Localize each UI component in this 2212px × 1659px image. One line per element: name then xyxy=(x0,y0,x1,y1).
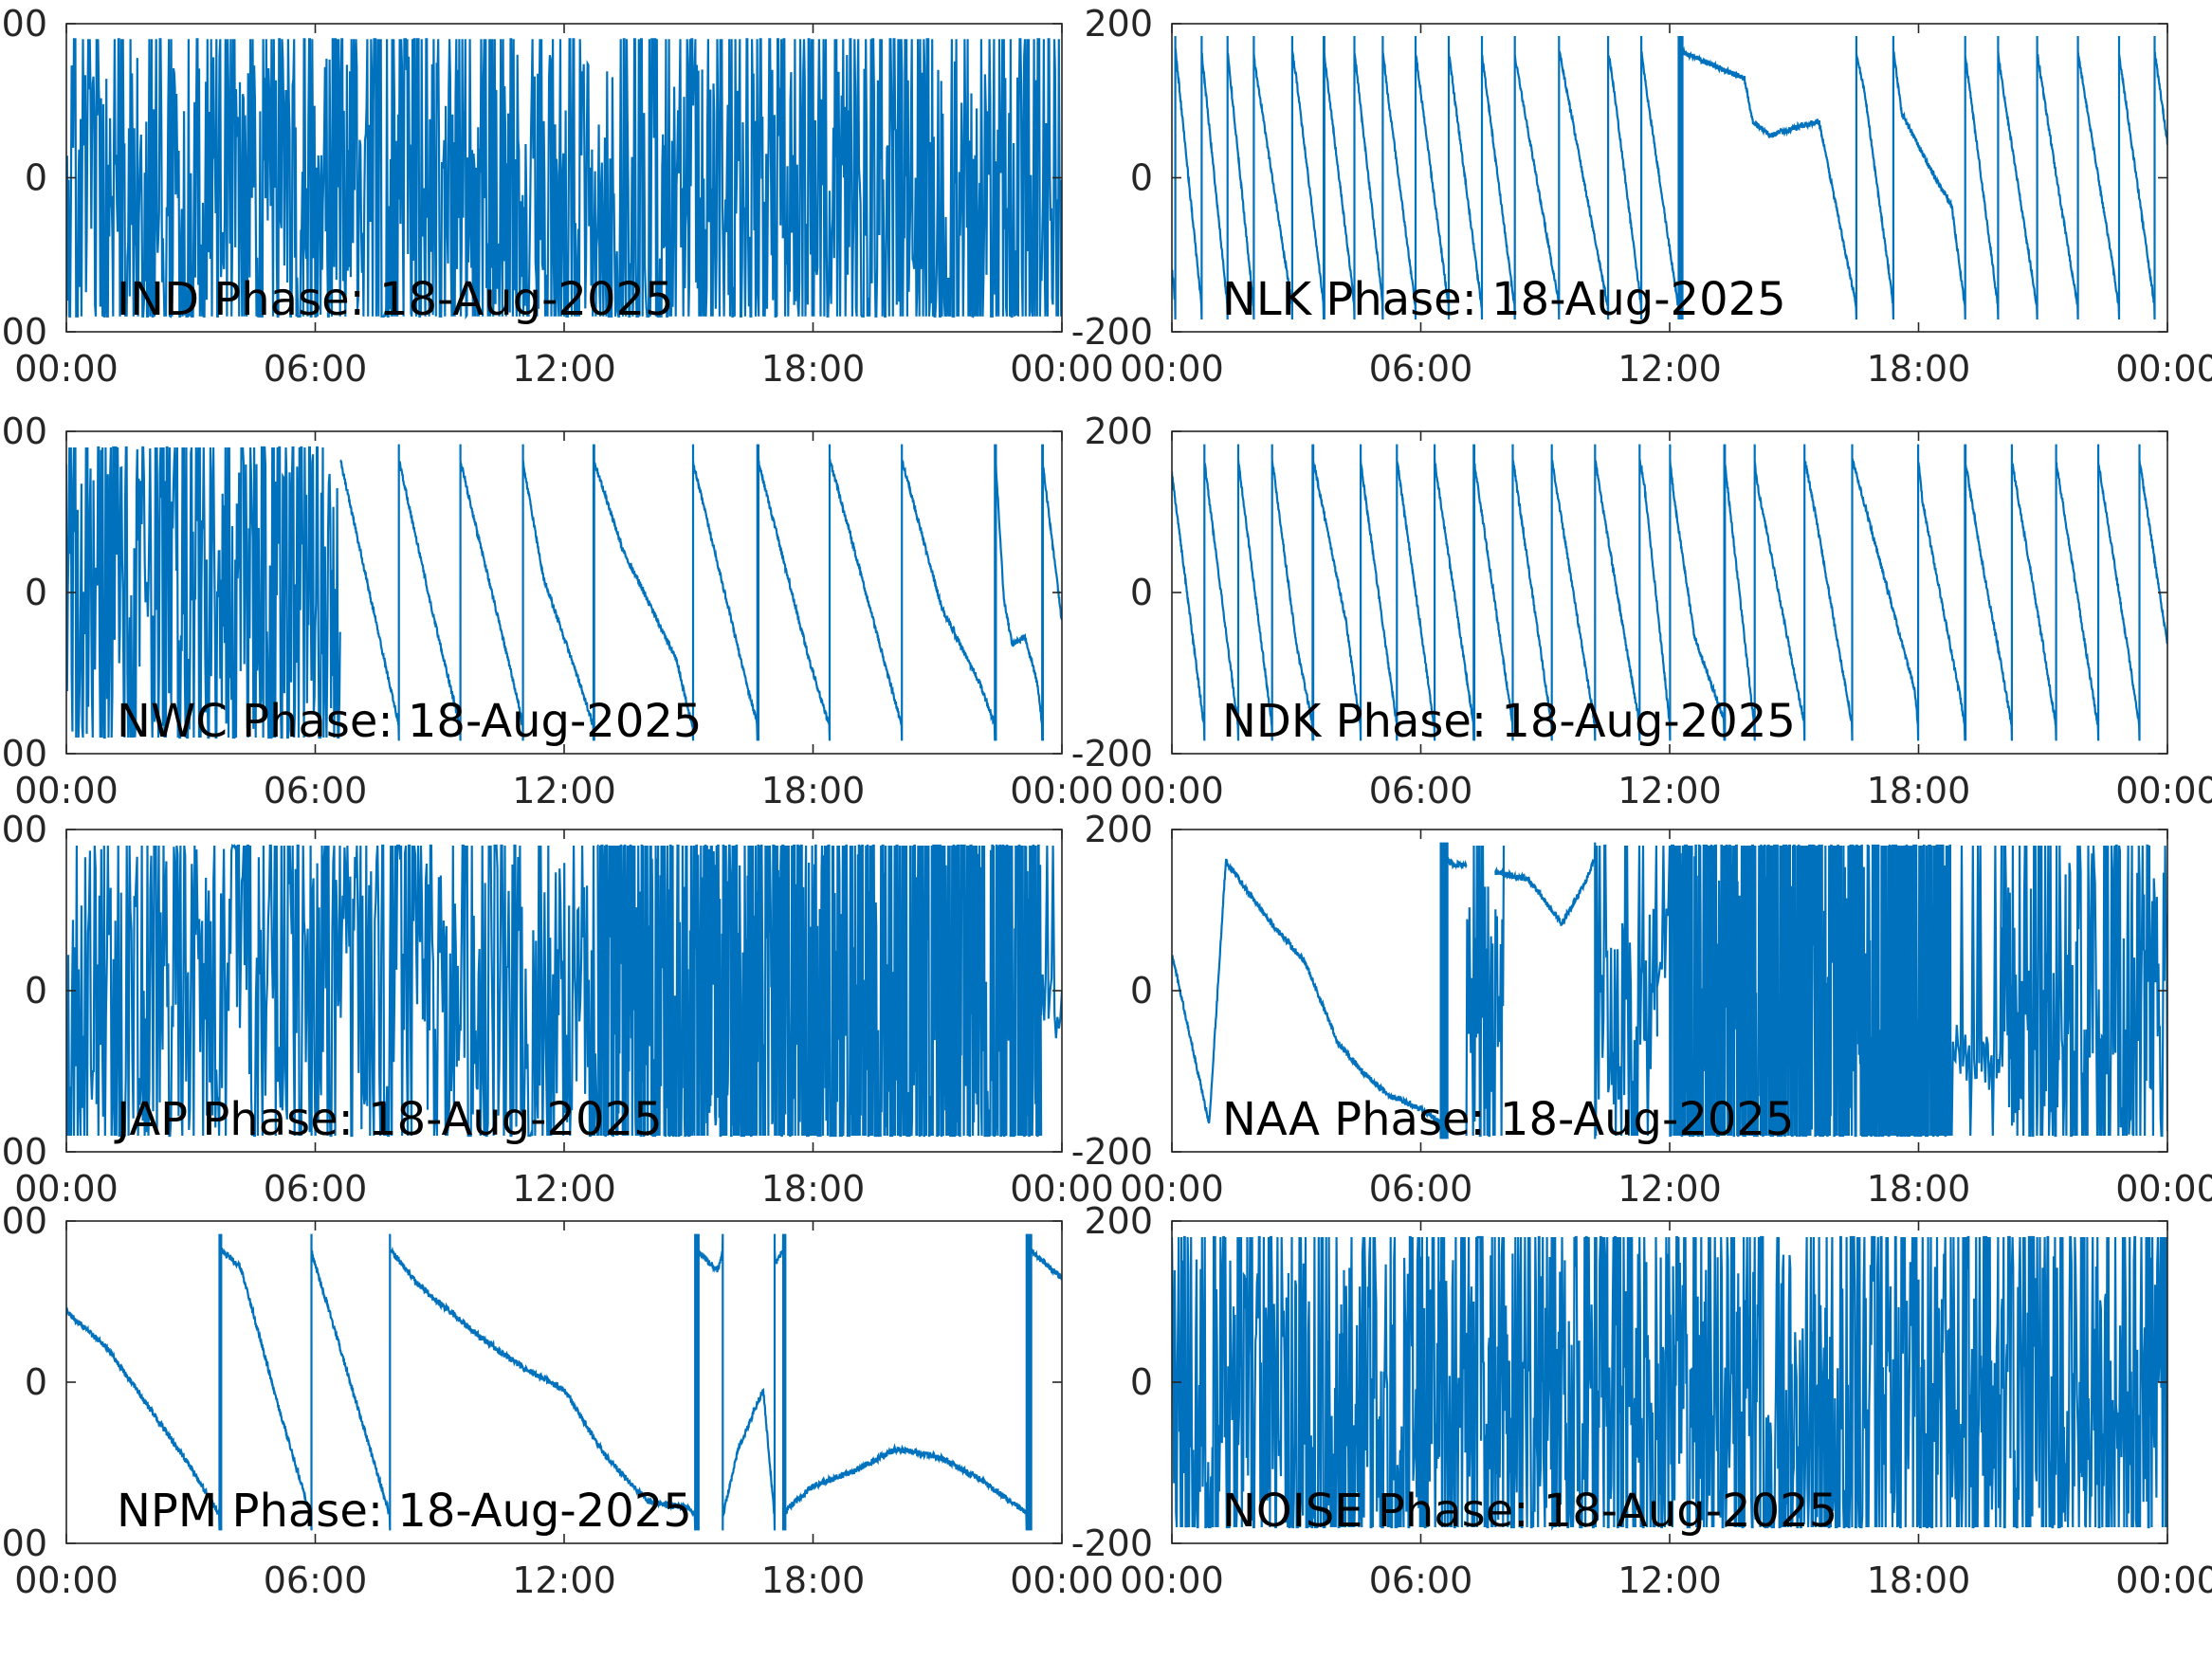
x-tick-label: 18:00 xyxy=(1867,348,1971,390)
panel-title: NOISE Phase: 18-Aug-2025 xyxy=(1222,1485,1837,1538)
x-tick-label: 00:00 xyxy=(1010,770,1114,811)
x-tick-label: 00:00 xyxy=(1120,348,1224,390)
x-tick-label: 18:00 xyxy=(1867,1559,1971,1601)
x-tick-label: 12:00 xyxy=(512,770,616,811)
x-tick-label: 12:00 xyxy=(512,348,616,390)
x-tick-label: 00:00 xyxy=(1120,1559,1224,1601)
x-tick-label: 00:00 xyxy=(1010,1559,1114,1601)
y-tick-label: 0 xyxy=(1130,572,1153,613)
x-tick-label: 12:00 xyxy=(1618,1168,1722,1210)
x-tick-label: 06:00 xyxy=(1369,770,1473,811)
panel-title: IND Phase: 18-Aug-2025 xyxy=(117,273,674,326)
x-tick-label: 00:00 xyxy=(1010,1168,1114,1210)
y-tick-label: -200 xyxy=(0,311,47,353)
y-tick-label: -200 xyxy=(1071,733,1153,775)
x-tick-label: 18:00 xyxy=(761,1168,866,1210)
x-tick-label: 06:00 xyxy=(1369,1168,1473,1210)
y-tick-label: 0 xyxy=(25,572,47,613)
x-tick-label: 18:00 xyxy=(1867,1168,1971,1210)
x-tick-label: 00:00 xyxy=(1010,348,1114,390)
x-tick-label: 00:00 xyxy=(1120,1168,1224,1210)
y-tick-label: -200 xyxy=(1071,1131,1153,1173)
phase-series-line xyxy=(66,1233,1062,1531)
y-tick-label: -200 xyxy=(1071,1522,1153,1564)
panel-title: JAP Phase: 18-Aug-2025 xyxy=(114,1093,663,1146)
x-tick-label: 12:00 xyxy=(1618,770,1722,811)
x-tick-label: 06:00 xyxy=(264,770,368,811)
panel-title: NDK Phase: 18-Aug-2025 xyxy=(1222,695,1796,748)
phase-series-line xyxy=(66,38,1062,320)
y-tick-label: -200 xyxy=(0,1131,47,1173)
y-tick-label: 200 xyxy=(1084,3,1153,45)
y-tick-label: 0 xyxy=(25,157,47,199)
x-tick-label: 00:00 xyxy=(14,348,119,390)
panel-title: NLK Phase: 18-Aug-2025 xyxy=(1222,273,1786,326)
phase-series-line xyxy=(66,843,1062,1138)
phase-series-line xyxy=(1172,842,2167,1139)
x-tick-label: 18:00 xyxy=(761,348,866,390)
x-tick-label: 06:00 xyxy=(1369,1559,1473,1601)
y-tick-label: 0 xyxy=(25,1361,47,1403)
x-tick-label: 00:00 xyxy=(14,1168,119,1210)
y-tick-label: 0 xyxy=(1130,970,1153,1012)
phase-series-line xyxy=(1172,35,2167,320)
phase-series-line xyxy=(66,444,1062,741)
panel-title: NPM Phase: 18-Aug-2025 xyxy=(117,1485,692,1538)
x-tick-label: 06:00 xyxy=(264,1168,368,1210)
x-tick-label: 12:00 xyxy=(1618,348,1722,390)
y-tick-label: 200 xyxy=(0,809,47,850)
x-tick-label: 18:00 xyxy=(1867,770,1971,811)
panel-title: NWC Phase: 18-Aug-2025 xyxy=(117,695,702,748)
x-tick-label: 06:00 xyxy=(264,348,368,390)
x-tick-label: 00:00 xyxy=(2115,1168,2212,1210)
phase-series-line xyxy=(1172,444,2167,741)
y-tick-label: -200 xyxy=(0,733,47,775)
y-tick-label: 200 xyxy=(0,410,47,452)
y-tick-label: 0 xyxy=(25,970,47,1012)
y-tick-label: 200 xyxy=(0,3,47,45)
x-tick-label: 00:00 xyxy=(14,770,119,811)
x-tick-label: 12:00 xyxy=(512,1559,616,1601)
y-tick-label: 200 xyxy=(0,1200,47,1242)
y-tick-label: 200 xyxy=(1084,1200,1153,1242)
x-tick-label: 18:00 xyxy=(761,1559,866,1601)
panel-title: NAA Phase: 18-Aug-2025 xyxy=(1222,1093,1794,1146)
x-tick-label: 12:00 xyxy=(512,1168,616,1210)
y-tick-label: -200 xyxy=(0,1522,47,1564)
x-tick-label: 00:00 xyxy=(14,1559,119,1601)
x-tick-label: 06:00 xyxy=(1369,348,1473,390)
x-tick-label: 00:00 xyxy=(1120,770,1224,811)
x-tick-label: 00:00 xyxy=(2115,1559,2212,1601)
x-tick-label: 00:00 xyxy=(2115,770,2212,811)
phase-series-line xyxy=(1172,1235,2167,1531)
y-tick-label: -200 xyxy=(1071,311,1153,353)
y-tick-label: 0 xyxy=(1130,1361,1153,1403)
y-tick-label: 200 xyxy=(1084,809,1153,850)
x-tick-label: 18:00 xyxy=(761,770,866,811)
x-tick-label: 06:00 xyxy=(264,1559,368,1601)
y-tick-label: 0 xyxy=(1130,157,1153,199)
x-tick-label: 12:00 xyxy=(1618,1559,1722,1601)
x-tick-label: 00:00 xyxy=(2115,348,2212,390)
y-tick-label: 200 xyxy=(1084,410,1153,452)
